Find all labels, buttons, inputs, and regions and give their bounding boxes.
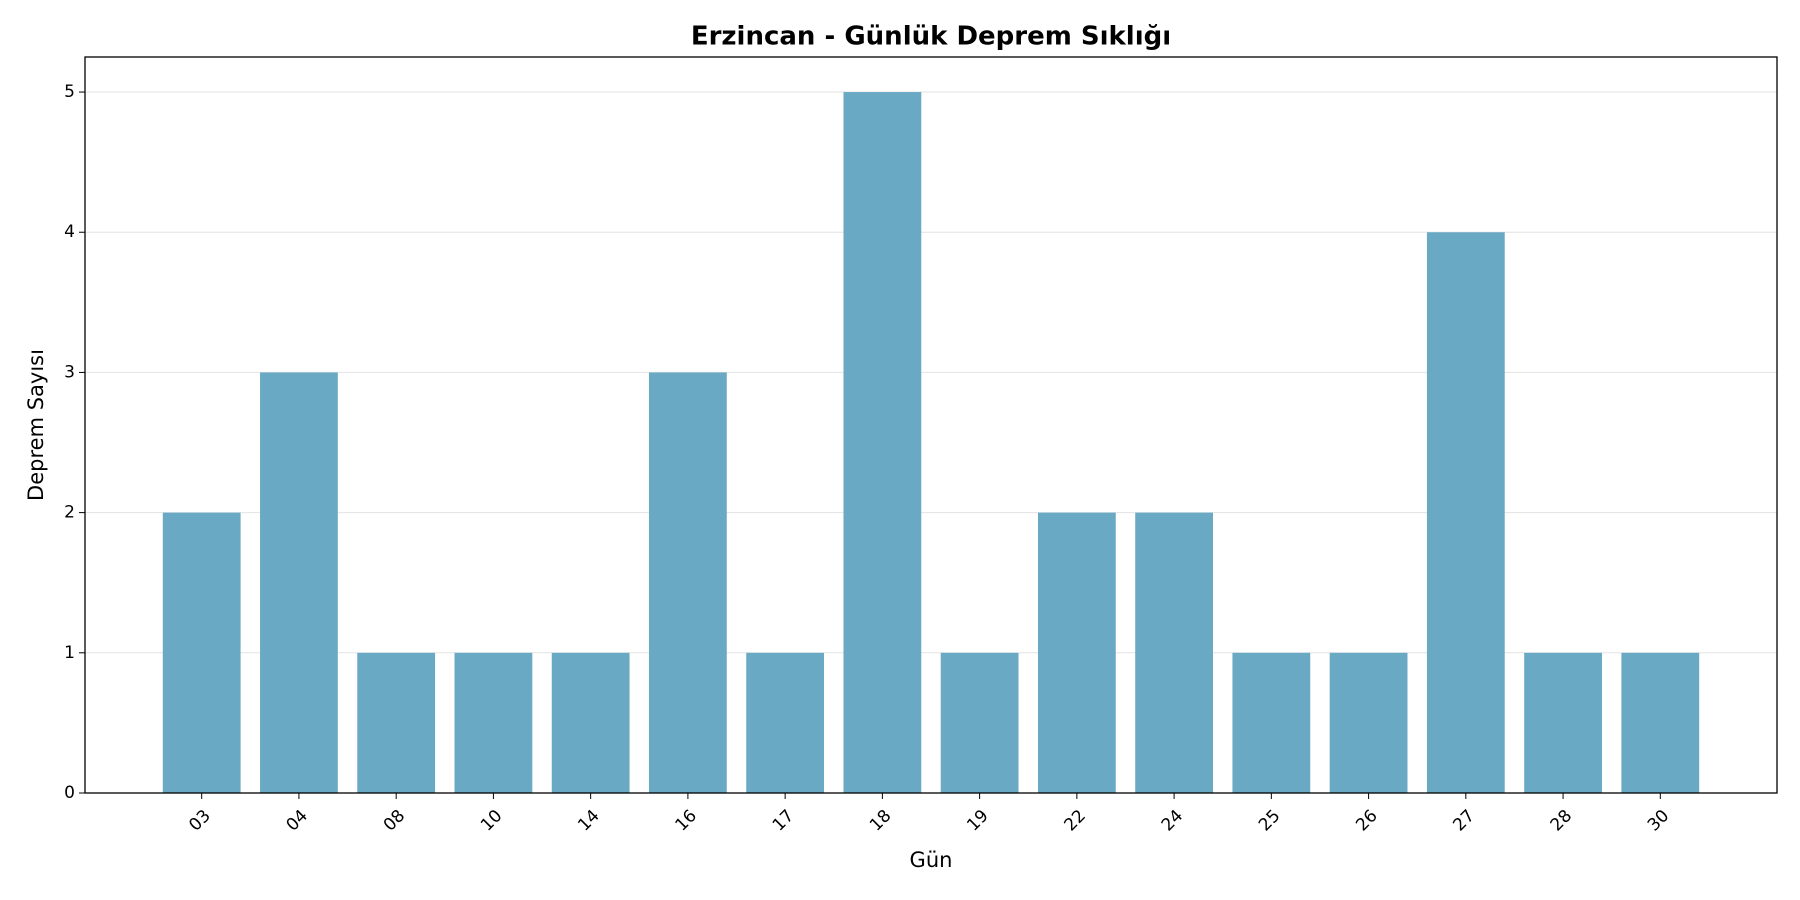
x-tick-label: 22	[1060, 806, 1089, 835]
y-tick-label: 0	[64, 783, 75, 803]
bar	[1524, 652, 1602, 793]
x-tick-label: 16	[672, 806, 701, 835]
chart-title: Erzincan - Günlük Deprem Sıklığı	[691, 22, 1171, 52]
bar	[1232, 652, 1311, 793]
x-tick-label: 30	[1644, 806, 1673, 835]
y-tick-label: 2	[64, 503, 75, 523]
y-tick-label: 3	[64, 362, 75, 382]
bar	[1135, 512, 1213, 793]
x-tick-label: 18	[866, 806, 895, 835]
bar	[746, 652, 825, 793]
bar	[649, 372, 727, 793]
bar	[1621, 652, 1700, 793]
y-axis-label: Deprem Sayısı	[24, 349, 48, 501]
bar	[1329, 652, 1408, 793]
bar	[940, 652, 1019, 793]
x-tick-label: 08	[380, 806, 409, 835]
y-tick-label: 1	[64, 643, 75, 663]
x-tick-label: 19	[963, 806, 992, 835]
x-tick-label: 04	[283, 806, 312, 835]
bar	[1037, 512, 1116, 793]
bar	[260, 372, 338, 793]
x-tick-label: 17	[769, 806, 798, 835]
bar	[454, 652, 533, 793]
x-tick-label: 28	[1547, 806, 1576, 835]
x-tick-label: 27	[1449, 806, 1478, 835]
x-tick-label: 03	[185, 806, 214, 835]
bar	[357, 652, 436, 793]
x-tick-label: 10	[477, 806, 506, 835]
x-tick-label: 24	[1158, 806, 1187, 835]
plot-frame	[84, 56, 1778, 794]
y-tick-label: 5	[64, 82, 75, 102]
bar	[551, 652, 630, 793]
x-tick-label: 14	[574, 806, 603, 835]
x-tick-label: 26	[1352, 806, 1381, 835]
bar	[1426, 232, 1505, 793]
y-tick-label: 4	[64, 222, 75, 242]
x-tick-label: 25	[1255, 806, 1284, 835]
bar	[162, 512, 241, 793]
bar	[843, 92, 922, 794]
x-axis-label: Gün	[910, 848, 953, 872]
